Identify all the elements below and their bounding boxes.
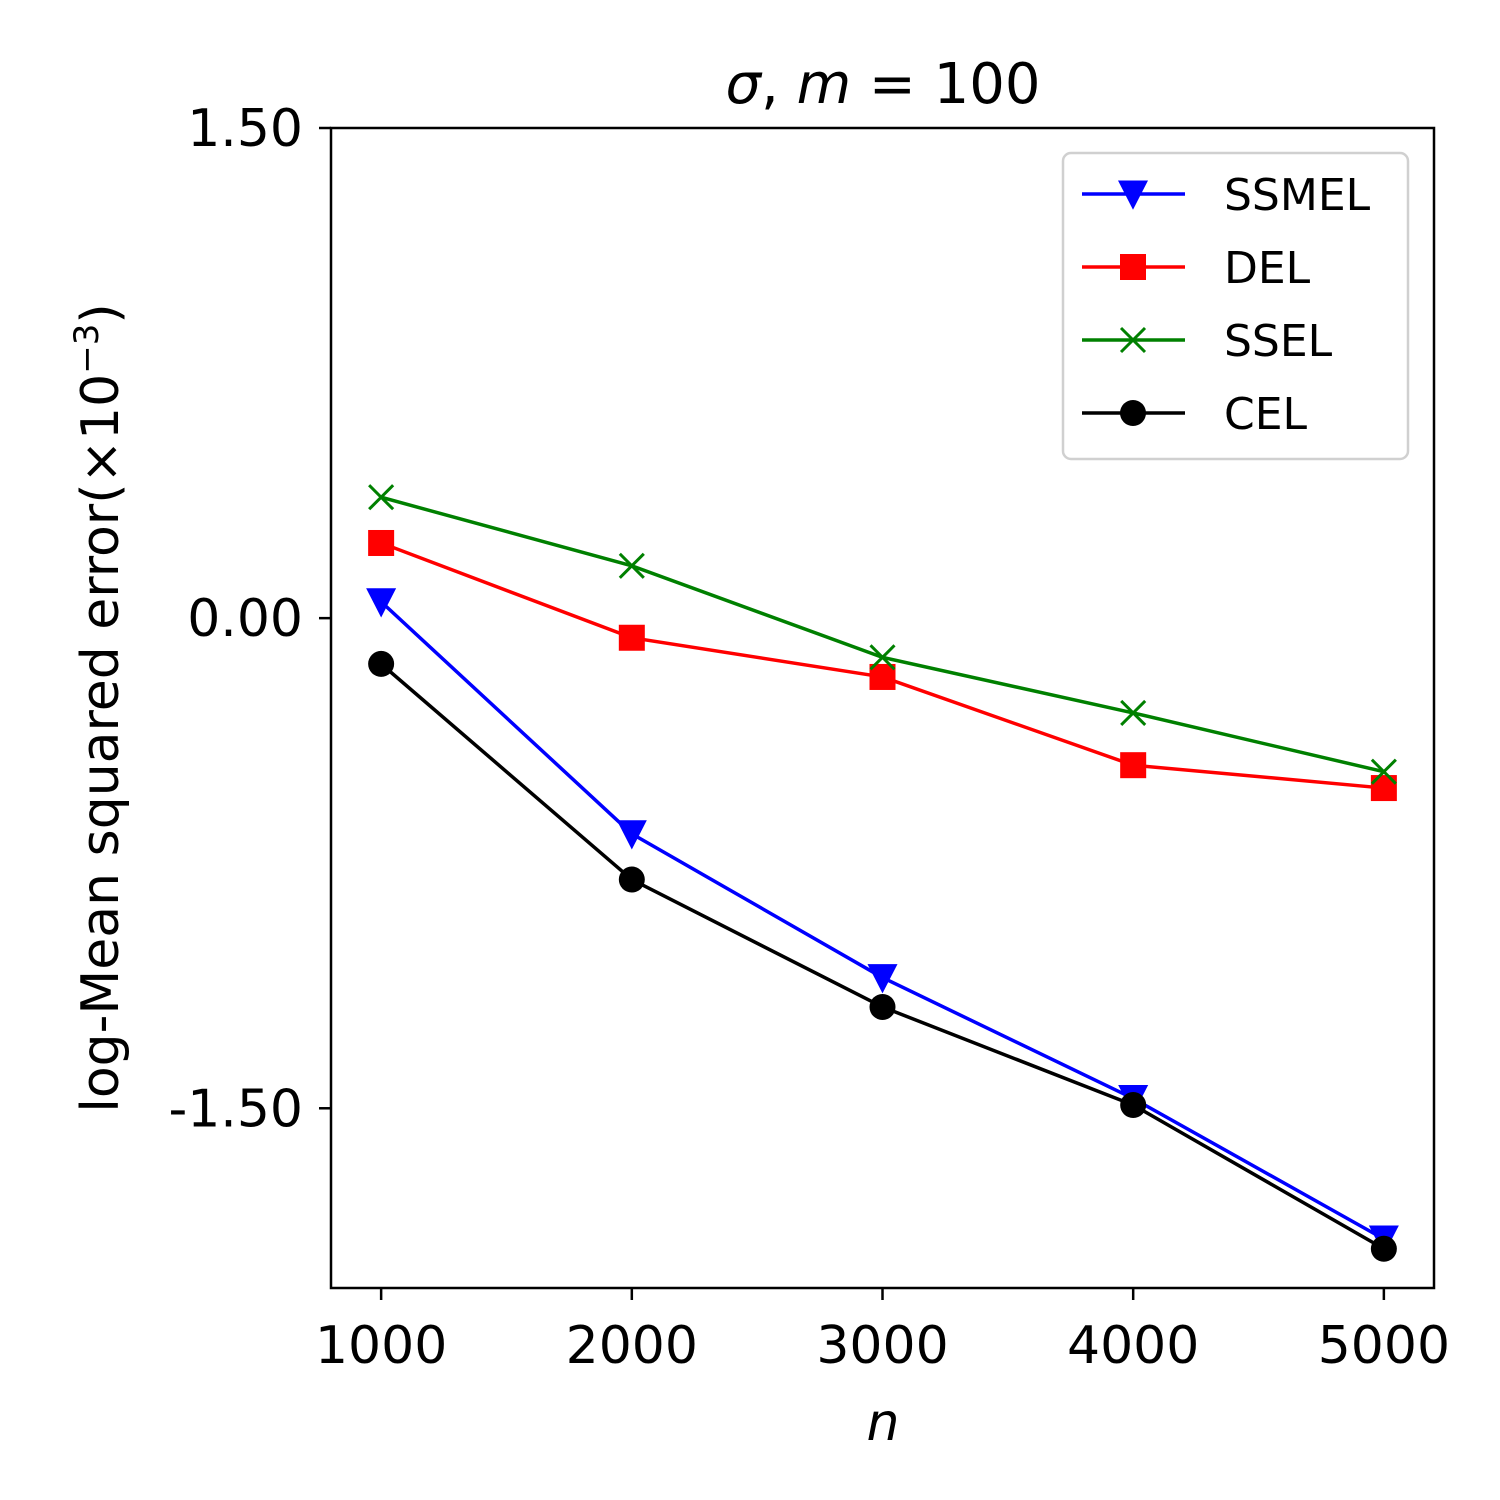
legend-item-ssmel: SSMEL (1082, 170, 1371, 221)
series-del-point (368, 529, 395, 556)
series-cel (368, 650, 1397, 1262)
series-cel-point (368, 650, 395, 677)
x-tick-label: 3000 (816, 1316, 948, 1376)
title-symbol: σ (725, 52, 762, 117)
y-tick-label: -1.50 (168, 1079, 303, 1139)
legend-item-cel: CEL (1082, 389, 1308, 440)
legend-label-cel: CEL (1224, 389, 1308, 440)
legend-marker-ssmel (1118, 180, 1148, 210)
title-separator: , (761, 52, 797, 117)
series-ssel-point (618, 552, 645, 579)
legend-item-del: DEL (1082, 243, 1311, 294)
series-ssmel-point (366, 588, 397, 618)
y-axis-label: log-Mean squared error(×10−3) (67, 303, 131, 1112)
legend-frame (1061, 151, 1410, 461)
legend: SSMEL DEL SSEL CEL (1061, 151, 1410, 461)
y-tick-label: 0.00 (187, 589, 303, 649)
legend-marker-del (1120, 254, 1146, 280)
series-ssel-point (869, 644, 896, 671)
series-ssel-point-stroke-b (618, 552, 645, 579)
legend-label-ssmel: SSMEL (1224, 170, 1371, 221)
series-ssmel-line (379, 600, 1385, 1241)
series-ssel-point-stroke-b (1370, 758, 1397, 785)
series-cel-point (1370, 1235, 1397, 1262)
x-axis-label: n (867, 1393, 900, 1453)
series-cel-point (1120, 1092, 1147, 1119)
y-tick-label: 1.50 (187, 99, 303, 159)
series-ssel-point (1120, 699, 1147, 726)
x-axis: 1000 2000 3000 4000 5000 (315, 1288, 1450, 1376)
y-axis-label-close: ) (71, 303, 131, 323)
legend-item-ssel: SSEL (1082, 316, 1333, 367)
legend-marker-ssel-stroke-b (1119, 326, 1147, 354)
series-ssel-point (1370, 758, 1397, 785)
x-tick-label: 4000 (1067, 1316, 1199, 1376)
series-ssmel-point (616, 820, 647, 850)
series-ssel (368, 484, 1397, 785)
title-value: 100 (934, 52, 1041, 117)
series-ssel-point-stroke-b (368, 484, 395, 511)
series-ssel-point (368, 484, 395, 511)
chart-title: σ, m = 100 (725, 52, 1040, 117)
x-tick-label: 2000 (566, 1316, 698, 1376)
series-cel-line (379, 662, 1385, 1251)
legend-marker-cel (1120, 400, 1146, 426)
legend-label-del: DEL (1224, 243, 1311, 294)
y-axis: 1.50 0.00 -1.50 (168, 99, 331, 1139)
series-del-point (1120, 752, 1147, 779)
series-cel-point (618, 866, 645, 893)
y-axis-label-base: log-Mean squared error(×10 (71, 374, 131, 1113)
series-ssmel-point (867, 964, 898, 994)
series-ssel-point-stroke-b (1120, 699, 1147, 726)
y-axis-label-exponent: −3 (67, 324, 107, 374)
series-cel-point (869, 993, 896, 1020)
series-del (368, 529, 1397, 802)
title-equals: = (851, 52, 934, 117)
legend-marker-ssel (1119, 326, 1147, 354)
series-ssel-line (380, 495, 1385, 774)
series-ssel-point-stroke-b (869, 644, 896, 671)
plot-area (366, 484, 1399, 1262)
series-del-point (869, 663, 896, 690)
x-tick-label: 5000 (1318, 1316, 1450, 1376)
series-del-point (618, 624, 645, 651)
x-tick-label: 1000 (315, 1316, 447, 1376)
title-variable: m (797, 52, 852, 117)
legend-label-ssel: SSEL (1224, 316, 1333, 367)
